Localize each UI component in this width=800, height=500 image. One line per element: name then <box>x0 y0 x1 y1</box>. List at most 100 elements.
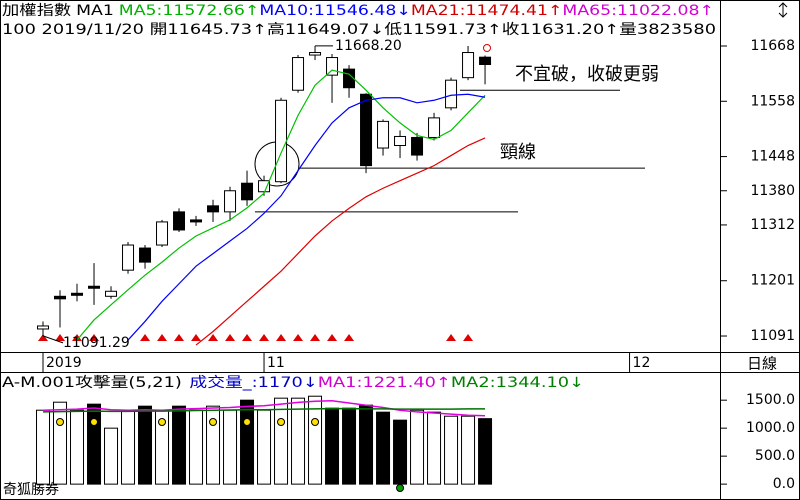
signal-triangle <box>140 334 151 341</box>
candle-body <box>71 292 84 296</box>
candle-body <box>156 221 169 246</box>
y-tick-label: 11558 <box>750 93 795 109</box>
volume-signal <box>277 418 286 426</box>
candle-body <box>360 93 373 167</box>
candle-body <box>275 99 288 183</box>
index-name: 加權指數 <box>2 3 71 19</box>
candle-body <box>326 57 339 76</box>
x-tick-label: 12 <box>633 355 651 371</box>
volume-bar <box>461 415 476 485</box>
volume-bar <box>87 403 102 485</box>
legend-entry: MA2:1344.10↓ <box>451 375 584 391</box>
candle-body <box>445 79 458 109</box>
volume-ma-line <box>43 407 486 413</box>
volume-bar <box>427 411 442 485</box>
candle-body <box>224 190 237 213</box>
volume-bar <box>172 405 187 485</box>
volume-bar <box>53 401 68 485</box>
volume-bar <box>240 399 255 485</box>
candle-body <box>241 182 254 201</box>
signal-triangle <box>276 334 287 341</box>
period-label[interactable]: 日線 <box>747 355 777 373</box>
legend-entry: MA21:11474.41↑ <box>411 3 563 19</box>
signal-triangle <box>208 334 219 341</box>
signal-triangle <box>327 334 338 341</box>
volume-bar <box>325 407 340 485</box>
volume-bar <box>223 409 238 485</box>
candle-body <box>292 57 305 91</box>
volume-signal <box>311 418 320 426</box>
ma-line <box>195 137 486 346</box>
y-tick-label: 11312 <box>750 217 795 233</box>
volume-bar <box>376 411 391 485</box>
candle-body <box>394 135 407 147</box>
legend-entry: MA65:11022.08↑ <box>562 3 714 19</box>
ma-line <box>76 69 486 341</box>
candle-body <box>462 52 475 79</box>
legend-entry: 成交量_:1170↓ <box>189 374 317 391</box>
indicator: MA1 <box>76 3 114 19</box>
candle-body <box>173 211 186 231</box>
signal-triangle <box>55 334 66 341</box>
volume-header: A-M.001攻擊量(5,21) 成交量_:1170↓ MA1:1221.40↑ MA… <box>2 374 584 391</box>
toggle-icon[interactable] <box>778 2 788 18</box>
signal-triangle <box>191 334 202 341</box>
volume-signal <box>158 418 167 426</box>
volume-bar <box>342 407 357 485</box>
footer-brand: 奇狐勝券 <box>3 481 59 498</box>
volume-signal <box>396 484 405 492</box>
alert-circle <box>483 44 491 52</box>
volume-bar <box>393 419 408 485</box>
candle-body <box>105 290 118 297</box>
volume-bar <box>359 404 374 485</box>
candle-body <box>37 325 50 330</box>
note: 不宜破，收破更弱 <box>515 64 659 85</box>
y-tick-label: 11380 <box>750 183 795 199</box>
low-label: 11091.29 <box>63 335 130 351</box>
y-tick-label: 11091 <box>750 328 795 344</box>
candle-body <box>139 247 152 263</box>
candle-body <box>190 219 203 223</box>
candle-body <box>428 117 441 138</box>
candle-body <box>343 68 356 89</box>
volume-signal <box>56 418 65 426</box>
high-label: 11668.20 <box>335 38 402 54</box>
volume-ma-line <box>42 399 486 417</box>
volume-bar <box>291 397 306 485</box>
candle-body <box>479 56 492 65</box>
y-tick-label: 11201 <box>750 273 795 289</box>
signal-triangle <box>157 334 168 341</box>
candle-body <box>88 285 101 289</box>
x-tick-label: 11 <box>267 355 285 371</box>
volume-signal <box>90 418 99 426</box>
x-tick-label: 2019 <box>46 355 82 371</box>
signal-triangle <box>89 334 100 341</box>
y-tick-label: 11668 <box>750 38 795 54</box>
ma-line <box>127 93 486 341</box>
candle-body <box>377 120 390 149</box>
volume-bar <box>206 405 221 485</box>
volume-title: A-M.001攻擊量(5,21) <box>2 374 182 391</box>
legend-entry: MA10:11546.48↓ <box>259 3 411 19</box>
volume-bar <box>189 409 204 485</box>
volume-bar <box>444 415 459 485</box>
volume-bar <box>104 427 119 485</box>
signal-triangle <box>259 334 270 341</box>
legend-entry: MA1:1221.40↑ <box>318 375 451 391</box>
volume-signal <box>243 418 252 426</box>
volume-bar <box>410 409 425 485</box>
signal-triangle <box>174 334 185 341</box>
signal-triangle <box>225 334 236 341</box>
y-tick-label: 11448 <box>750 149 795 165</box>
volume-bar <box>138 405 153 485</box>
signal-triangle <box>463 334 474 341</box>
y-tick-label: 0.0 <box>773 476 795 492</box>
signal-triangle <box>38 334 49 341</box>
volume-bar <box>257 409 272 485</box>
signal-triangle <box>344 334 355 341</box>
y-tick-label: 500.0 <box>755 448 795 464</box>
candle-body <box>309 52 322 56</box>
signal-triangle <box>72 334 83 341</box>
signal-triangle <box>242 334 253 341</box>
candle-body <box>411 136 424 156</box>
